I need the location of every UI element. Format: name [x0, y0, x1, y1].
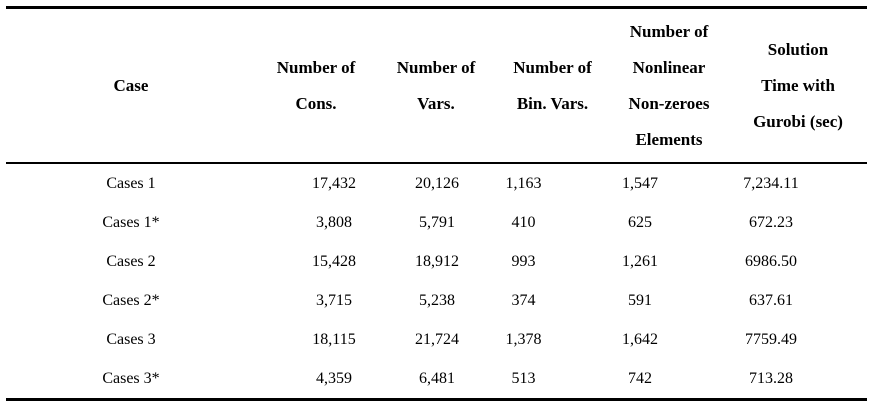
bin-vars-value: 513 — [511, 369, 536, 387]
col-header-cons: Number of Cons. — [256, 7, 376, 164]
bin-vars-value: 374 — [511, 291, 536, 309]
vars-value: 20,126 — [415, 174, 459, 192]
case-label: Cases 3* — [102, 369, 160, 387]
case-label: Cases 3 — [106, 330, 156, 348]
case-label: Cases 1 — [106, 174, 156, 192]
table-row: Cases 3 18,115 21,724 1,378 1,642 7759.4… — [6, 320, 867, 359]
vars-value: 5,238 — [419, 291, 455, 309]
table-row: Cases 1 17,432 20,126 1,163 1,547 7,234.… — [6, 163, 867, 203]
nonlinear-nonzeroes-value: 1,261 — [622, 252, 658, 270]
case-label: Cases 2 — [106, 252, 156, 270]
col-header-bin-vars: Number of Bin. Vars. — [496, 7, 609, 164]
col-header-case: Case — [6, 7, 256, 164]
solution-time-value: 6986.50 — [745, 252, 797, 270]
header-row: Case Number of Cons. Number of Vars. Num… — [6, 7, 867, 164]
solution-time-value: 637.61 — [749, 291, 793, 309]
vars-value: 21,724 — [415, 330, 459, 348]
case-label: Cases 1* — [102, 213, 160, 231]
cons-value: 4,359 — [316, 369, 352, 387]
cons-value: 3,808 — [316, 213, 352, 231]
solution-time-value: 7,234.11 — [743, 174, 799, 192]
vars-value: 5,791 — [419, 213, 455, 231]
bin-vars-value: 993 — [511, 252, 536, 270]
nonlinear-nonzeroes-value: 742 — [628, 369, 652, 387]
vars-value: 6,481 — [419, 369, 455, 387]
col-header-solution-time: Solution Time with Gurobi (sec) — [729, 7, 867, 164]
table-row: Cases 2 15,428 18,912 993 1,261 6986.50 — [6, 242, 867, 281]
bin-vars-value: 410 — [511, 213, 536, 231]
solution-time-value: 7759.49 — [745, 330, 797, 348]
table-row: Cases 3* 4,359 6,481 513 742 713.28 — [6, 359, 867, 400]
solution-time-value: 672.23 — [749, 213, 793, 231]
cons-value: 3,715 — [316, 291, 352, 309]
vars-value: 18,912 — [415, 252, 459, 270]
col-header-nonlinear-nonzeroes: Number of Nonlinear Non-zeroes Elements — [609, 7, 729, 164]
nonlinear-nonzeroes-value: 625 — [628, 213, 652, 231]
model-statistics-table: Case Number of Cons. Number of Vars. Num… — [6, 6, 867, 401]
table-row: Cases 1* 3,808 5,791 410 625 672.23 — [6, 203, 867, 242]
col-header-vars: Number of Vars. — [376, 7, 496, 164]
bin-vars-value: 1,378 — [505, 330, 542, 348]
table-row: Cases 2* 3,715 5,238 374 591 637.61 — [6, 281, 867, 320]
nonlinear-nonzeroes-value: 1,547 — [622, 174, 658, 192]
nonlinear-nonzeroes-value: 1,642 — [622, 330, 658, 348]
case-label: Cases 2* — [102, 291, 160, 309]
cons-value: 18,115 — [312, 330, 356, 348]
bin-vars-value: 1,163 — [505, 174, 542, 192]
solution-time-value: 713.28 — [749, 369, 793, 387]
nonlinear-nonzeroes-value: 591 — [628, 291, 652, 309]
cons-value: 17,432 — [312, 174, 356, 192]
cons-value: 15,428 — [312, 252, 356, 270]
